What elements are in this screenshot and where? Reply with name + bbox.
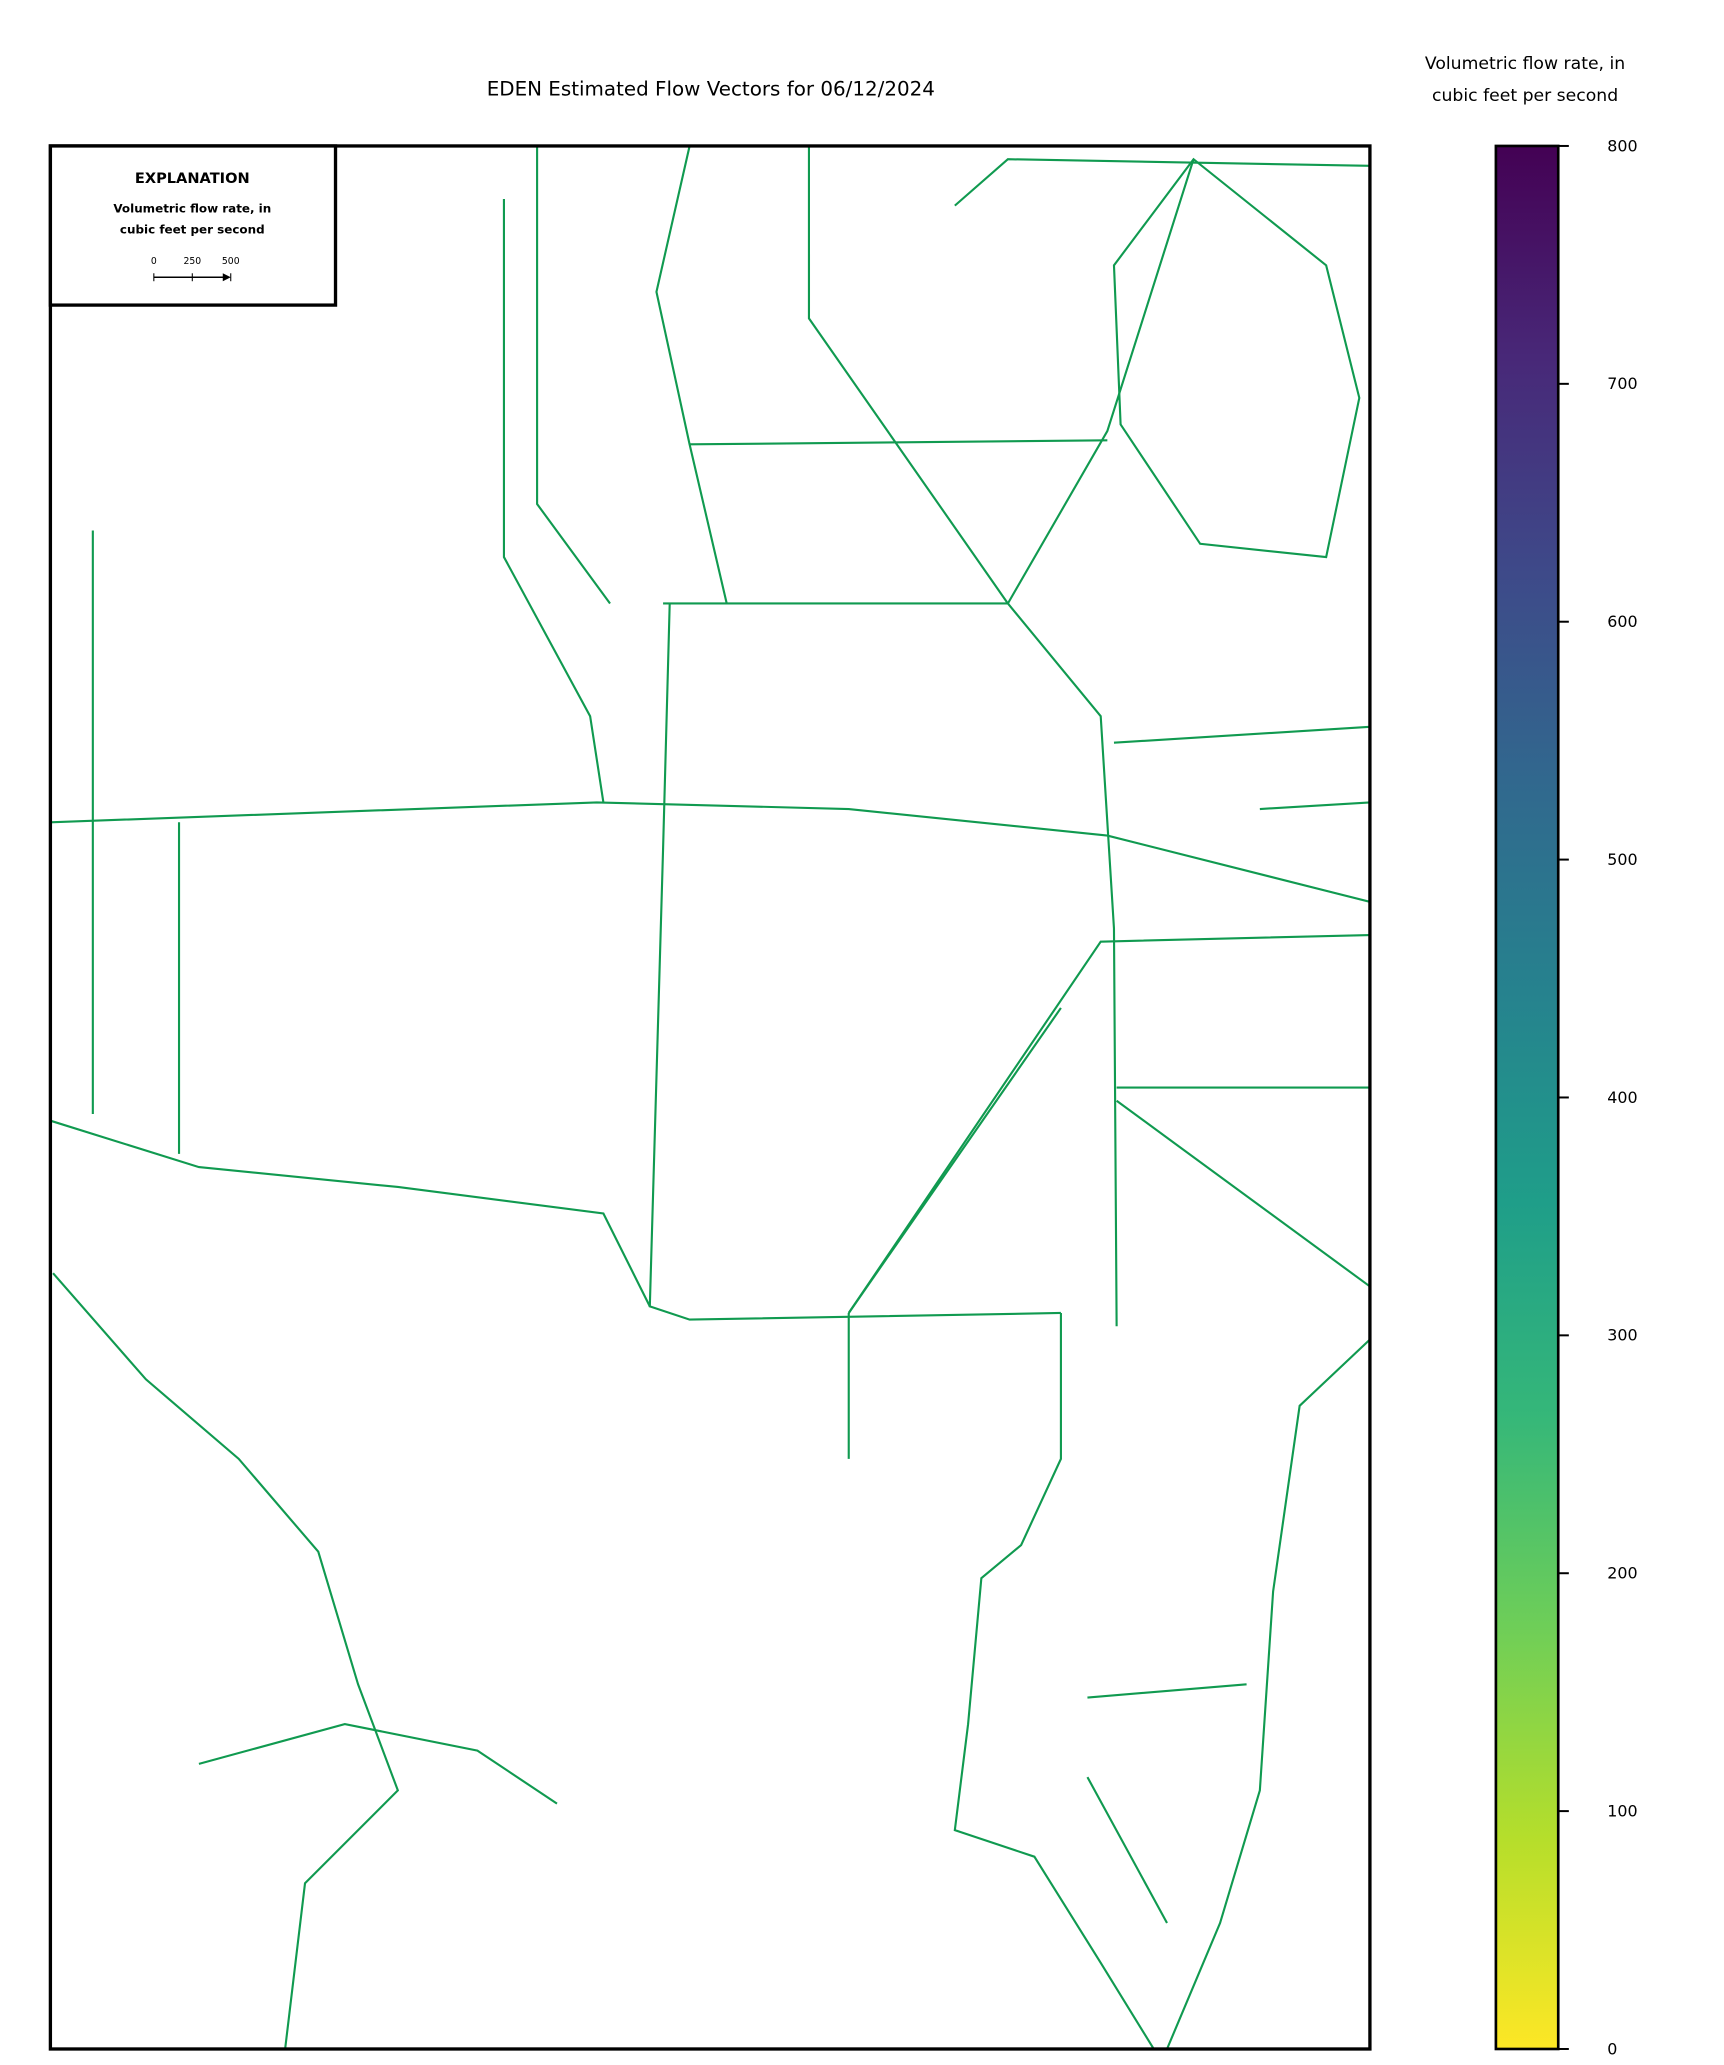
colorbar-tick-label: 300: [1607, 1326, 1637, 1345]
explanation-label: Volumetric flow rate, in: [113, 201, 271, 215]
scale-tick-label: 250: [183, 256, 201, 267]
colorbar-tick-label: 500: [1607, 850, 1637, 869]
colorbar-tick-label: 200: [1607, 1564, 1637, 1583]
colorbar-tick-label: 700: [1607, 374, 1637, 393]
colorbar-tick-label: 800: [1607, 136, 1637, 155]
map-outlines: [50, 145, 1370, 2049]
explanation-box: [48, 144, 338, 307]
explanation-title: EXPLANATION: [135, 170, 250, 187]
colorbar-tick-label: 100: [1607, 1801, 1637, 1820]
colorbar-tick-label: 600: [1607, 612, 1637, 631]
colorbar-tick-label: 400: [1607, 1088, 1637, 1107]
scale-tick-label: 500: [222, 256, 240, 267]
scale-head: [222, 273, 231, 282]
colorbar-label: cubic feet per second: [1432, 86, 1618, 106]
colorbar-ticks: 0 100 200 300 400 500 600 700 800: [1558, 136, 1638, 2058]
colorbar-label: Volumetric flow rate, in: [1425, 54, 1625, 74]
colorbar-tick-label: 0: [1607, 2039, 1617, 2058]
explanation-label: cubic feet per second: [120, 222, 265, 236]
scale-arrow: 0 250 500: [151, 256, 240, 282]
colorbar: [1494, 144, 1560, 2051]
chart-title: EDEN Estimated Flow Vectors for 06/12/20…: [487, 78, 935, 101]
scale-tick-label: 0: [151, 256, 157, 267]
map-frame: [48, 144, 1372, 2051]
